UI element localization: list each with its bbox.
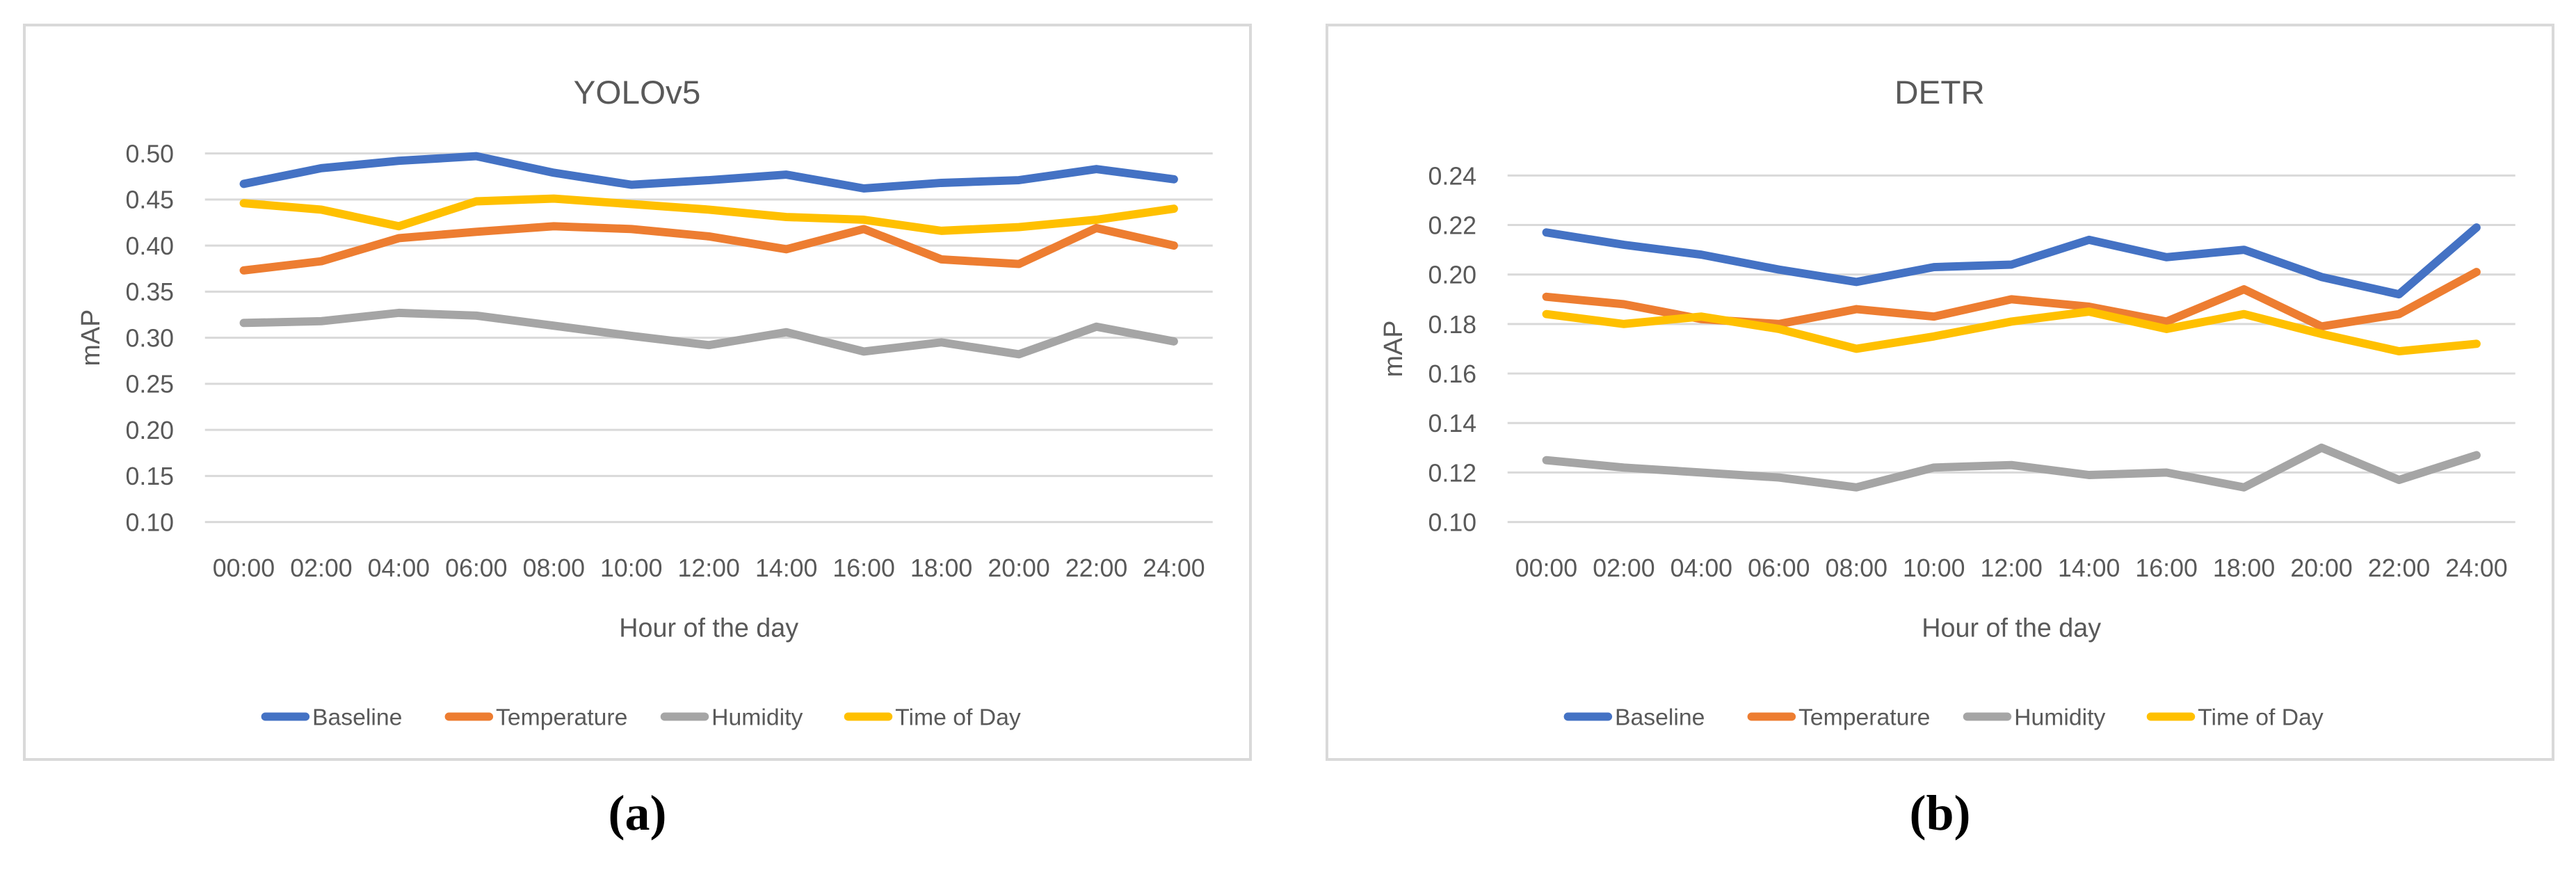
x-tick-label: 10:00 [600, 554, 662, 582]
legend-swatch [2146, 712, 2196, 721]
y-tick-label: 0.20 [126, 417, 175, 444]
x-tick-label: 04:00 [1671, 554, 1732, 582]
legend-swatch [1963, 712, 2012, 721]
series-lines [239, 152, 1178, 359]
y-tick-label: 0.40 [126, 232, 175, 260]
yolov5-chart: YOLOv5 0.500.450.400.350.300.250.200.150… [76, 74, 1213, 730]
legend-swatch [1747, 712, 1796, 721]
legend-item-baseline: Baseline [1563, 704, 1705, 730]
legend-swatch [261, 712, 310, 721]
x-tick-label: 14:00 [2058, 554, 2120, 582]
legend-item-label: Humidity [2014, 704, 2105, 730]
y-tick-label: 0.18 [1428, 311, 1477, 339]
x-tick-label: 14:00 [755, 554, 817, 582]
series-line-baseline [239, 152, 1178, 193]
y-tick-label: 0.25 [126, 371, 175, 399]
y-tick-label: 0.12 [1428, 459, 1477, 487]
y-tick-label: 0.50 [126, 140, 175, 168]
legend-item-baseline: Baseline [261, 704, 402, 730]
x-tick-label: 16:00 [832, 554, 894, 582]
series-line-baseline [1542, 223, 2481, 299]
x-tick-label: 06:00 [1748, 554, 1810, 582]
x-tick-label: 22:00 [2368, 554, 2430, 582]
series-line-time-of-day [239, 194, 1178, 235]
x-tick-label: 04:00 [368, 554, 430, 582]
series-line-temperature [239, 222, 1178, 275]
series-line-humidity [239, 308, 1178, 359]
series-line-humidity [1542, 443, 2481, 492]
y-tick-label: 0.14 [1428, 410, 1477, 437]
legend: Baseline Temperature Humidity Time of Day [261, 704, 1021, 730]
legend-swatch [844, 712, 893, 721]
legend-swatch [660, 712, 709, 721]
chart-title: YOLOv5 [574, 74, 701, 111]
x-axis-tick-labels: 00:00 02:00 04:00 06:00 08:00 10:00 12:00 14:00… [213, 554, 1205, 582]
detr-chart: DETR 0.24 0.22 0.20 0.18 0.16 0.14 0.12 0.10 00… [1378, 74, 2515, 730]
x-tick-label: 08:00 [523, 554, 585, 582]
y-axis-title: mAP [76, 309, 105, 367]
legend-item-label: Baseline [1615, 704, 1705, 730]
legend-item-label: Temperature [496, 704, 627, 730]
x-tick-label: 24:00 [2445, 554, 2507, 582]
legend-item-label: Time of Day [895, 704, 1021, 730]
legend-item-humidity: Humidity [660, 704, 803, 730]
legend: Baseline Temperature Humidity Time of Day [1563, 704, 2324, 730]
x-tick-label: 18:00 [910, 554, 972, 582]
subfigure-caption-a: (a) [608, 785, 667, 841]
series-line-time-of-day [1542, 307, 2481, 356]
subfigure-caption-b: (b) [1909, 785, 1971, 841]
legend-item-humidity: Humidity [1963, 704, 2106, 730]
legend-item-label: Humidity [711, 704, 803, 730]
x-tick-label: 20:00 [2290, 554, 2352, 582]
x-tick-label: 16:00 [2135, 554, 2197, 582]
y-axis-tick-labels: 0.50 0.45 0.40 0.35 0.30 0.25 0.20 0.15 0.10 [126, 140, 175, 537]
chart-panel-detr: DETR 0.24 0.22 0.20 0.18 0.16 0.14 0.12 0.10 00… [1326, 24, 2554, 761]
y-axis-title: mAP [1378, 321, 1408, 378]
x-tick-label: 02:00 [290, 554, 352, 582]
legend-item-temperature: Temperature [444, 704, 627, 730]
x-tick-label: 10:00 [1903, 554, 1965, 582]
y-tick-label: 0.15 [126, 462, 175, 490]
x-tick-label: 24:00 [1143, 554, 1205, 582]
x-tick-label: 22:00 [1065, 554, 1127, 582]
y-tick-label: 0.45 [126, 186, 175, 214]
x-tick-label: 12:00 [678, 554, 740, 582]
legend-swatch [1563, 712, 1613, 721]
y-axis-tick-labels: 0.24 0.22 0.20 0.18 0.16 0.14 0.12 0.10 [1428, 162, 1477, 536]
x-tick-label: 20:00 [988, 554, 1049, 582]
chart-panel-yolov5: YOLOv5 0.50 0.45 0.40 0.35 0.30 0.25 0.20 0.15 0… [23, 24, 1252, 761]
x-tick-label: 06:00 [445, 554, 507, 582]
y-tick-label: 0.35 [126, 278, 175, 306]
x-tick-label: 18:00 [2213, 554, 2275, 582]
x-tick-label: 00:00 [1515, 554, 1577, 582]
legend-swatch [444, 712, 494, 721]
legend-item-time-of-day: Time of Day [844, 704, 1021, 730]
legend-item-label: Time of Day [2198, 704, 2324, 730]
series-lines [1542, 223, 2481, 492]
x-axis-title: Hour of the day [619, 613, 798, 642]
x-tick-label: 00:00 [213, 554, 275, 582]
y-tick-label: 0.20 [1428, 262, 1477, 289]
legend-item-label: Temperature [1798, 704, 1930, 730]
legend-item-temperature: Temperature [1747, 704, 1930, 730]
x-axis-tick-labels: 00:00 02:00 04:00 06:00 08:00 10:00 12:00 14:00… [1515, 554, 2508, 582]
chart-title: DETR [1894, 74, 1985, 111]
y-tick-label: 0.10 [126, 508, 175, 536]
y-tick-label: 0.10 [1428, 508, 1477, 536]
legend-item-label: Baseline [312, 704, 402, 730]
y-tick-label: 0.22 [1428, 211, 1477, 239]
x-axis-title: Hour of the day [1922, 613, 2101, 642]
y-tick-label: 0.24 [1428, 162, 1477, 190]
x-tick-label: 08:00 [1826, 554, 1887, 582]
y-tick-label: 0.16 [1428, 360, 1477, 388]
x-tick-label: 12:00 [1981, 554, 2043, 582]
x-tick-label: 02:00 [1593, 554, 1655, 582]
legend-item-time-of-day: Time of Day [2146, 704, 2324, 730]
y-tick-label: 0.30 [126, 324, 175, 352]
